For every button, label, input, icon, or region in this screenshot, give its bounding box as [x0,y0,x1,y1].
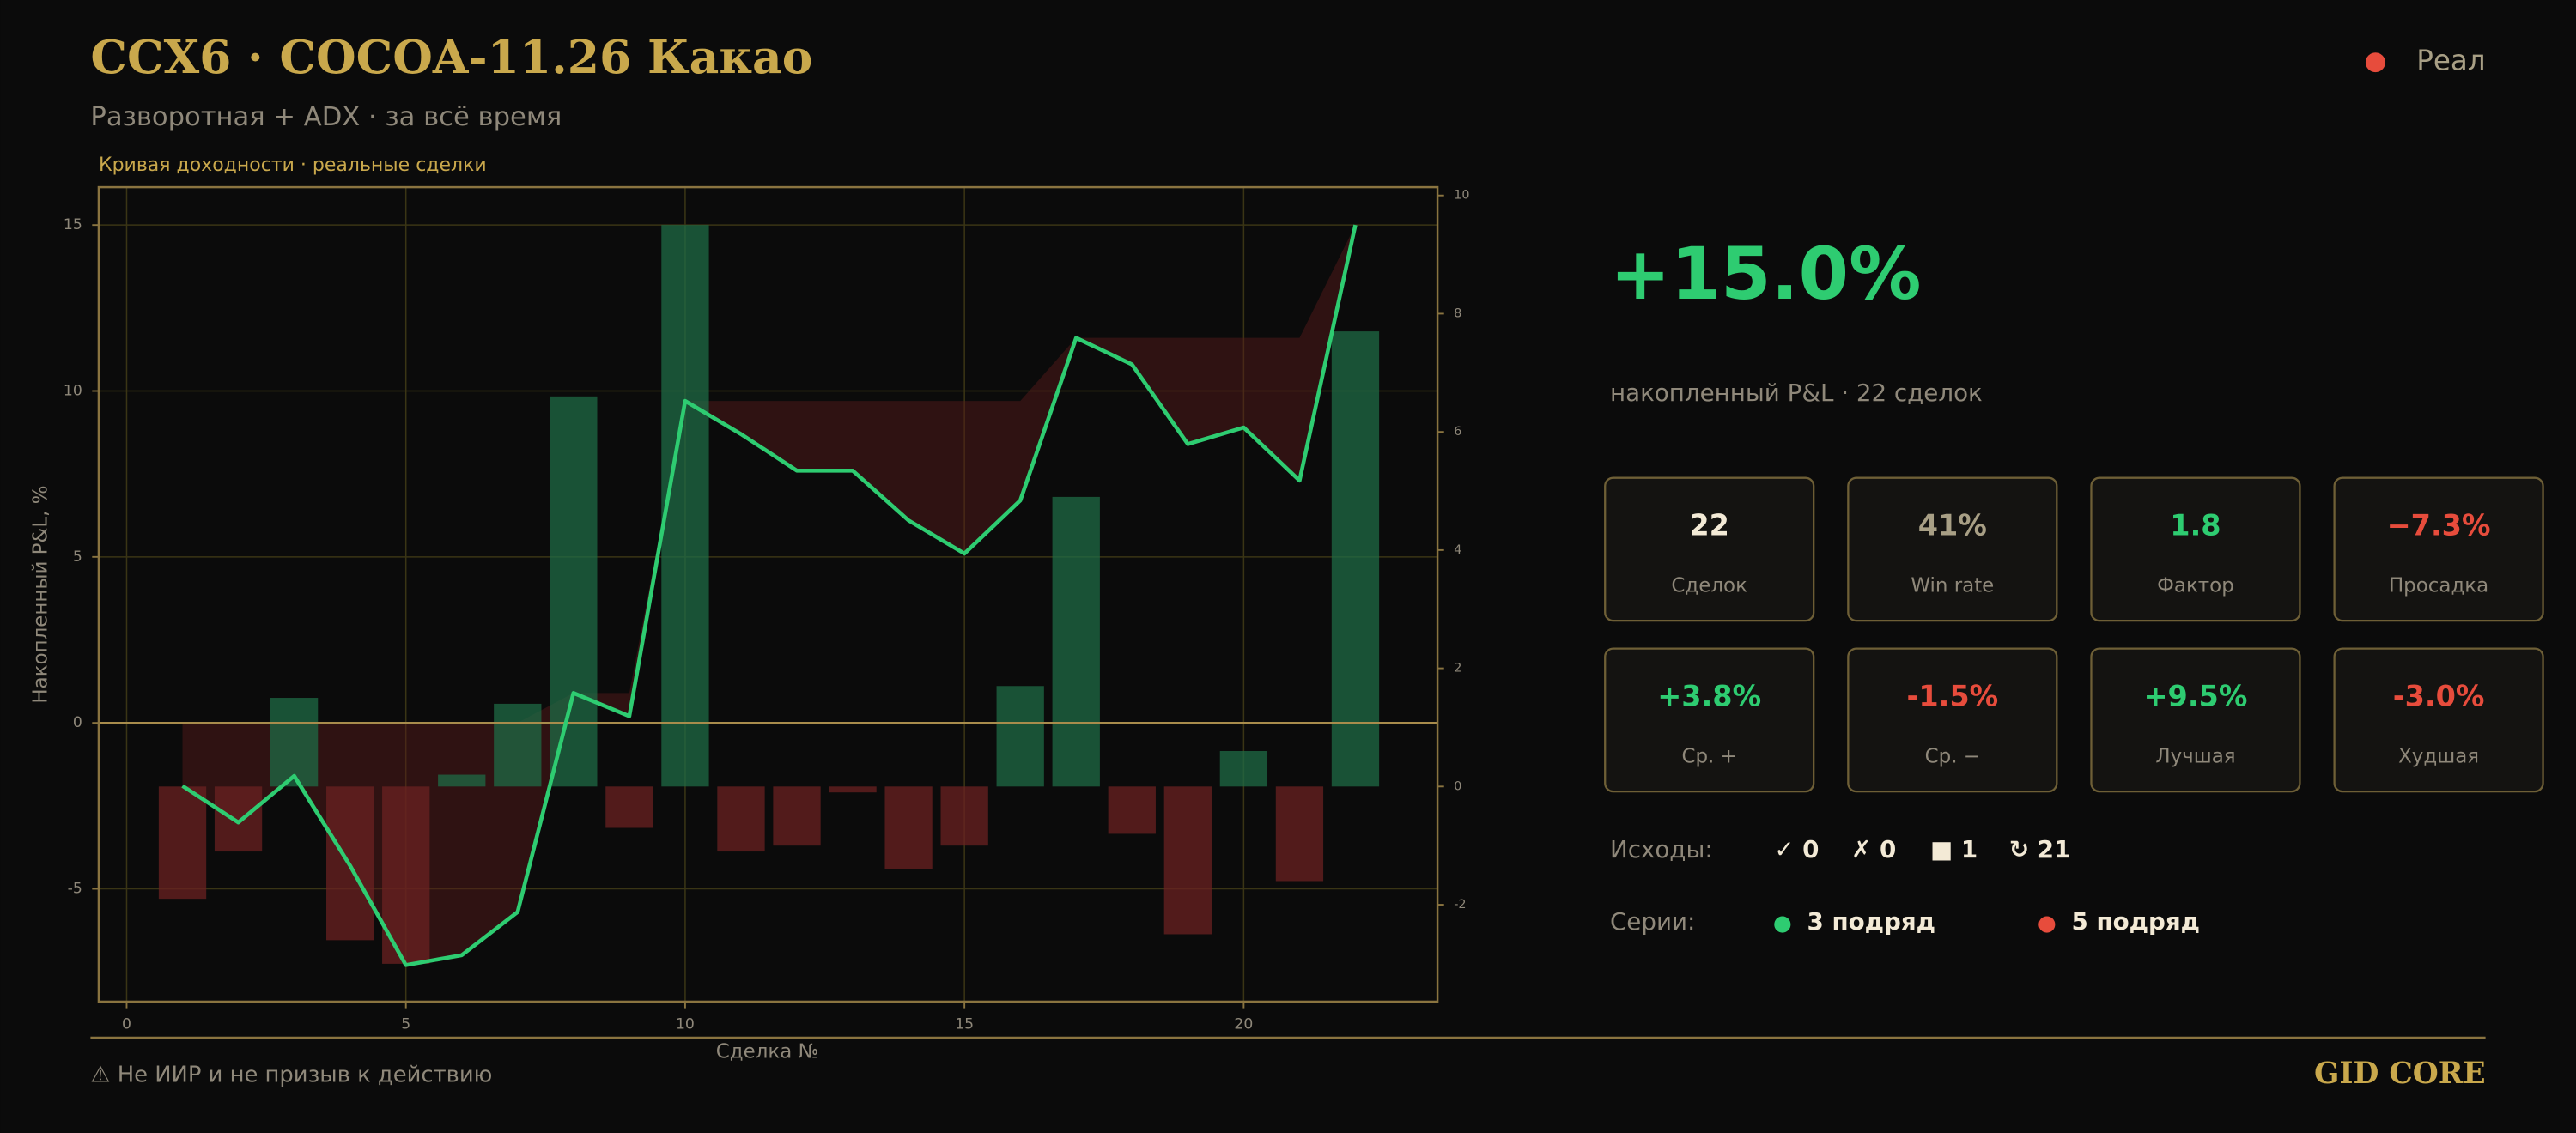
stat-label: Win rate [1911,574,1994,597]
x-axis-label: Сделка № [716,1041,819,1063]
equity-line [181,224,1358,967]
stat-card [1604,476,1815,622]
stat-label: Фактор [2157,574,2234,597]
bar [1052,496,1100,787]
summary-rows: ✓ 0 ✗ 0 ■ 1 ↻ 21 3 подряд 5 подряд [1774,835,2200,936]
stat-value: -3.0% [2393,680,2485,713]
y-tick-label: 5 [73,548,82,566]
y-tick-label: 0 [73,714,82,731]
x-tick-label: 5 [401,1016,410,1033]
stat-card [2090,476,2301,622]
stat-card [1604,647,1815,793]
streak-dot [2038,916,2056,933]
y-tick-label: -5 [68,880,82,897]
y2-tick-label: 10 [1454,189,1469,203]
disclaimer: ⚠ Не ИИР и не призыв к действию [90,1063,492,1088]
y-tick-label: 10 [64,382,82,399]
stat-value: -1.5% [1906,680,1998,713]
stat-card [1847,476,2058,622]
status-dot [2365,52,2385,73]
y2-tick-label: 2 [1454,662,1461,676]
outcome-item: ■ 1 [1930,835,1978,863]
bar [1275,786,1324,882]
plot-frame [97,185,1439,1003]
stat-value: 41% [1918,509,1987,542]
stat-label: Ср. − [1925,745,1980,767]
stat-card [2333,476,2544,622]
y2-tick-label: -2 [1454,898,1466,912]
total-pnl: +15.0% [1610,232,1921,316]
y-tick-label: 15 [64,216,82,233]
bar [773,786,821,846]
outcome-item: ↻ 21 [2009,835,2070,863]
streak-dot [1774,916,1791,933]
stat-value: +3.8% [1657,680,1761,713]
bar [1108,786,1156,834]
y-axis-label: Накопленный P&L, % [30,485,52,703]
plot: 0 5 10 15 20 -5 0 5 10 15 -2 0 2 4 6 8 10 [64,187,1469,1033]
y2-tick-label: 4 [1454,543,1461,557]
bar [940,786,988,846]
stat-label: Сделок [1671,574,1747,597]
stat-card [2333,647,2544,793]
bar [605,786,653,828]
bar [214,786,263,852]
stat-card [1847,647,2058,793]
page-subtitle: Разворотная + ADX · за всё время [90,102,562,132]
stat-cards: 22 Сделок 41% Win rate 1.8 Фактор −7.3% Просадк… [1604,476,2544,793]
streak-item: 3 подряд [1807,907,1936,936]
stat-value: 22 [1689,509,1729,542]
bar [1331,331,1380,787]
total-caption: накопленный P&L · 22 сделок [1610,379,1983,407]
x-tick-label: 0 [122,1016,131,1033]
bar [829,786,877,793]
stat-value: +9.5% [2144,680,2248,713]
stat-label: Просадка [2389,574,2488,597]
bar [661,225,709,787]
streak-item: 5 подряд [2072,907,2201,936]
bar [550,396,598,787]
bar [158,786,207,900]
outcome-item: ✓ 0 [1774,835,1819,863]
x-tick-label: 20 [1234,1016,1253,1033]
status-label: Реал [2416,45,2485,77]
y2-tick-label: 8 [1454,306,1461,320]
y2-tick-label: 0 [1454,779,1461,793]
stat-value: 1.8 [2170,509,2221,542]
outcomes-label: Исходы: [1610,835,1713,863]
x-tick-label: 15 [955,1016,974,1033]
stat-label: Лучшая [2155,745,2235,767]
streaks-label: Серии: [1610,907,1695,936]
stat-label: Ср. + [1682,745,1737,767]
brand: GID CORE [2314,1057,2486,1091]
bar [1219,750,1268,787]
bar [717,786,765,852]
outcome-item: ✗ 0 [1851,835,1896,863]
bar [494,703,542,787]
stat-value: −7.3% [2387,509,2491,542]
bar [996,686,1044,787]
bar [884,786,933,869]
stat-label: Худшая [2398,745,2479,767]
y2-tick-label: 6 [1454,425,1461,439]
page-title: CCX6 · COCOA-11.26 Какао [90,30,812,84]
bar [270,698,319,787]
bar [438,774,486,787]
stat-card [2090,647,2301,793]
x-tick-label: 10 [676,1016,695,1033]
chart-title: Кривая доходности · реальные сделки [99,154,487,176]
bar [1163,786,1212,935]
